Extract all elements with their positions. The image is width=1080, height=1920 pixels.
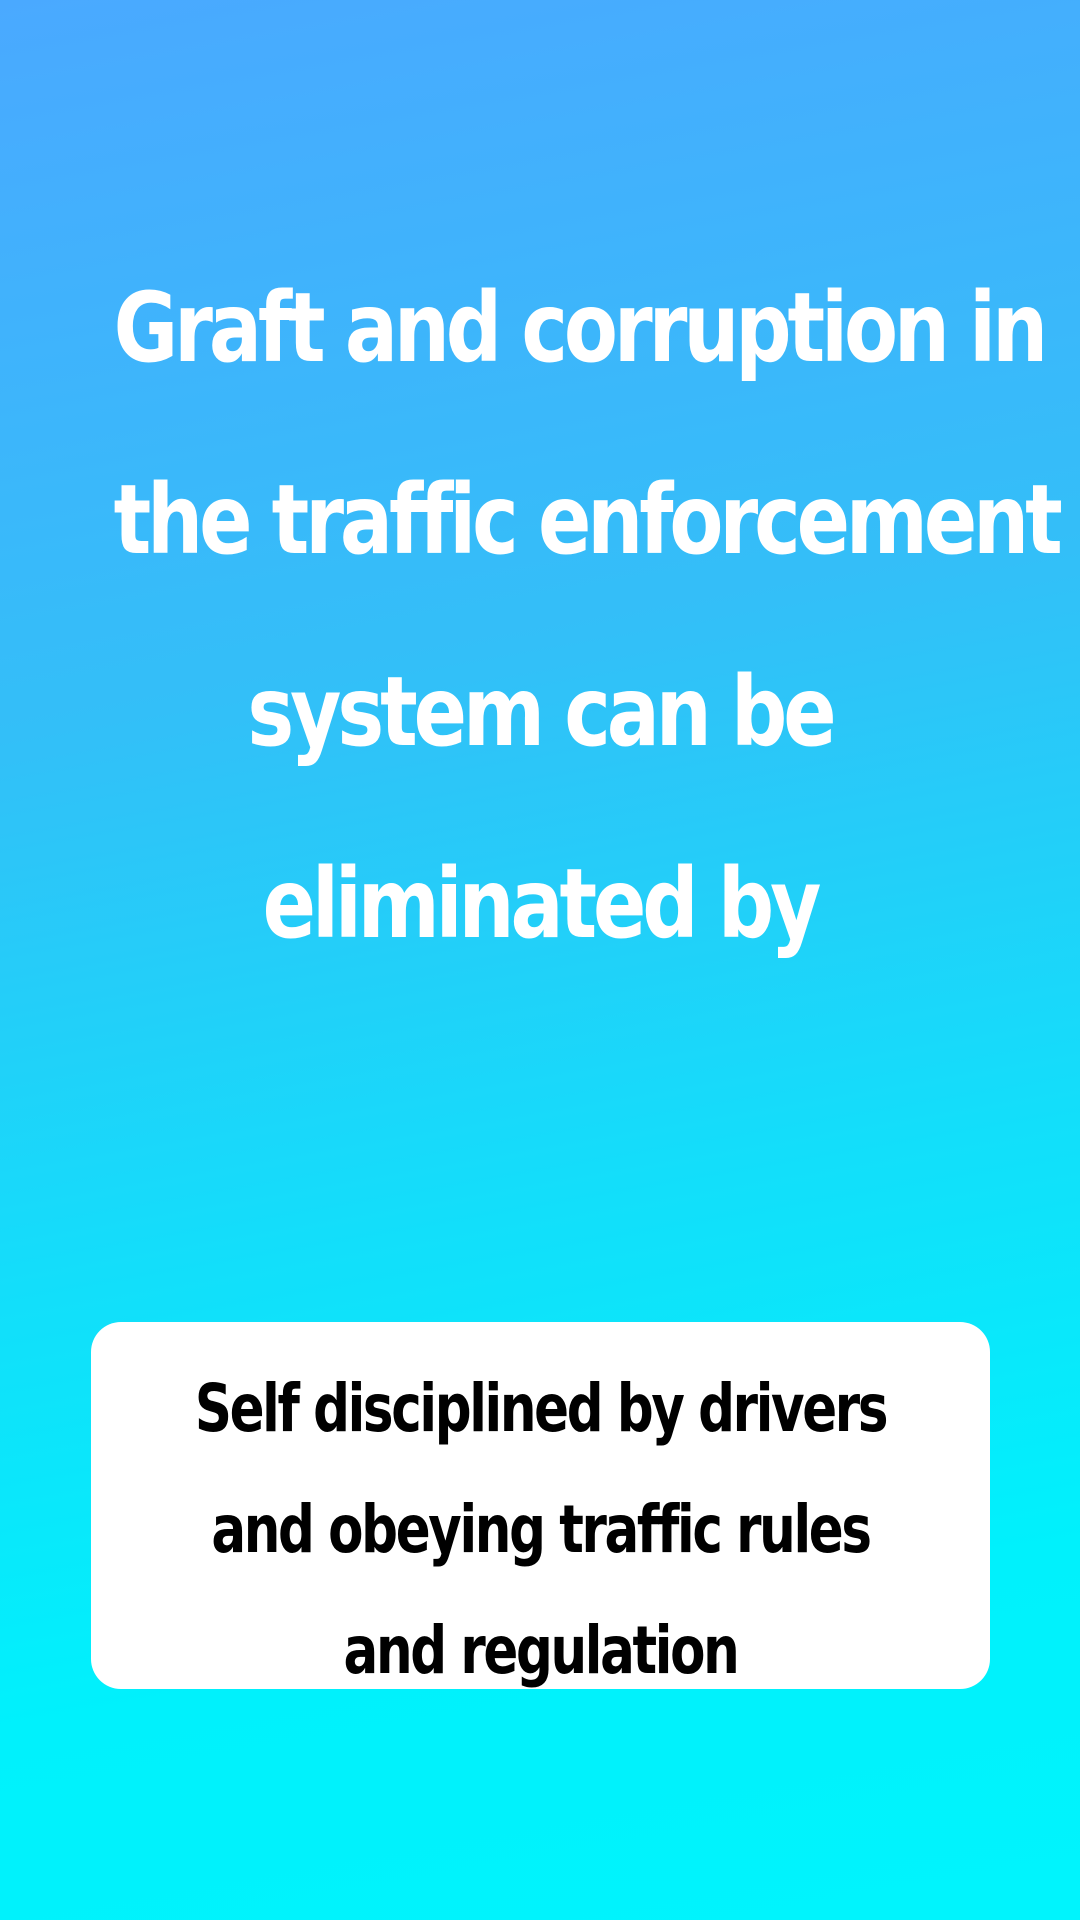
answer-card[interactable]: Self disciplined by drivers and obeying … bbox=[91, 1322, 990, 1689]
answer-line-1: Self disciplined by drivers bbox=[194, 1370, 889, 1447]
question-line-2: the traffic enforcement bbox=[113, 464, 1063, 576]
answer-line-3: and regulation bbox=[343, 1612, 740, 1689]
answer-text: Self disciplined by drivers and obeying … bbox=[190, 1348, 891, 1711]
answer-line-2: and obeying traffic rules bbox=[211, 1491, 872, 1568]
question-line-1: Graft and corruption in bbox=[113, 272, 1049, 384]
question-line-3: system can be bbox=[247, 656, 836, 768]
question-heading: Graft and corruption in the traffic enfo… bbox=[113, 232, 1063, 1000]
question-line-4: eliminated by bbox=[262, 848, 822, 960]
